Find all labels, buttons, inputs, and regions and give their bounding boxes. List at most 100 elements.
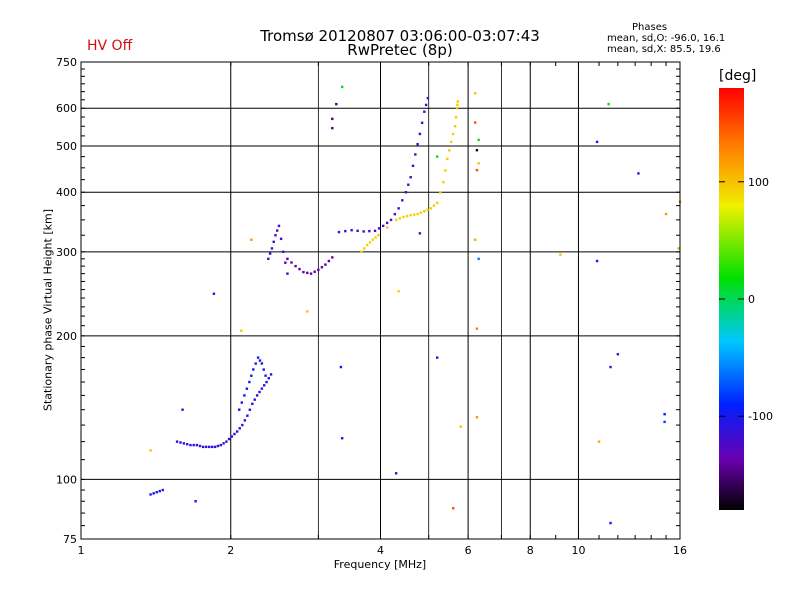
data-point: [385, 221, 389, 225]
data-point: [254, 362, 257, 365]
data-point: [453, 125, 457, 128]
data-point: [595, 140, 599, 144]
data-point: [409, 214, 412, 217]
data-point: [362, 230, 365, 233]
data-point: [290, 261, 293, 264]
data-point: [356, 229, 359, 233]
data-point: [240, 329, 243, 332]
data-point: [432, 204, 436, 207]
y-tick-label: 100: [56, 473, 77, 486]
data-point: [324, 263, 327, 266]
data-point: [371, 238, 375, 241]
data-point: [219, 443, 223, 447]
data-point: [225, 440, 228, 443]
data-point: [294, 264, 297, 268]
data-point: [268, 252, 272, 255]
x-tick-label: 10: [571, 544, 585, 557]
data-point: [363, 247, 366, 250]
data-point: [409, 176, 412, 179]
data-point: [450, 140, 453, 144]
data-point: [559, 253, 562, 256]
hv-status-label: HV Off: [87, 38, 133, 54]
data-point: [210, 445, 214, 449]
data-point: [286, 257, 289, 261]
colorbar-label: [deg]: [719, 68, 757, 84]
data-point: [368, 229, 371, 233]
data-point: [243, 394, 246, 397]
data-point: [256, 356, 260, 359]
y-tick-label: 300: [56, 246, 77, 259]
data-point: [238, 427, 241, 430]
data-point: [246, 414, 249, 417]
data-point: [456, 103, 459, 107]
data-point: [401, 199, 404, 202]
data-point: [477, 257, 480, 261]
data-point: [663, 412, 666, 416]
x-tick-label: 16: [673, 544, 687, 557]
data-point: [444, 169, 447, 172]
x-tick-label: 1: [78, 544, 85, 557]
data-point: [250, 238, 253, 241]
y-tick-label: 500: [56, 140, 77, 153]
data-point: [192, 443, 195, 447]
data-point: [250, 374, 253, 377]
data-point: [265, 380, 268, 384]
data-point: [475, 327, 479, 330]
data-point: [270, 247, 274, 250]
y-tick-label: 200: [56, 330, 77, 343]
phase-stats-o-mode: mean, sd,O: -96.0, 16.1: [607, 33, 726, 44]
data-point: [155, 491, 158, 494]
data-point: [252, 368, 255, 371]
data-point: [267, 257, 270, 261]
x-tick-label: 4: [377, 544, 384, 557]
data-point: [454, 116, 458, 119]
chart-title: Tromsø 20120807 03:06:00-03:07:43: [260, 27, 540, 45]
data-point: [175, 440, 179, 443]
data-point: [201, 445, 205, 449]
data-point: [459, 425, 462, 428]
data-point: [416, 212, 419, 216]
data-point: [331, 126, 334, 130]
data-point: [429, 207, 433, 210]
data-point: [373, 229, 377, 233]
data-point: [418, 132, 422, 136]
data-point: [451, 507, 455, 510]
data-point: [158, 489, 161, 493]
data-point: [609, 521, 612, 525]
x-tick-label: 8: [527, 544, 534, 557]
phase-stats-title: Phases: [632, 22, 668, 33]
data-point: [340, 85, 344, 89]
data-point: [368, 241, 372, 244]
data-point: [473, 238, 477, 241]
data-point: [397, 290, 400, 293]
data-point: [235, 430, 239, 433]
data-point: [213, 445, 217, 449]
data-point: [339, 365, 343, 369]
data-point: [386, 226, 389, 229]
data-point: [189, 443, 192, 447]
data-point: [258, 390, 261, 394]
data-point: [426, 208, 429, 211]
data-point: [397, 207, 400, 210]
x-axis-label: Frequency [MHz]: [333, 558, 427, 571]
data-point: [284, 261, 287, 264]
data-point: [238, 408, 241, 411]
data-point: [317, 268, 320, 272]
y-tick-label: 75: [63, 533, 77, 546]
data-point: [377, 227, 381, 230]
data-point: [227, 437, 231, 441]
y-tick-label: 750: [56, 56, 77, 69]
data-point: [455, 107, 459, 110]
data-point: [475, 416, 479, 419]
data-point: [253, 398, 256, 401]
data-point: [279, 237, 283, 241]
data-point: [204, 445, 208, 449]
data-point: [267, 377, 270, 380]
data-point: [243, 419, 247, 422]
data-point: [149, 493, 152, 496]
data-point: [277, 224, 281, 228]
data-point: [435, 155, 439, 158]
data-point: [419, 211, 423, 214]
data-point: [423, 110, 426, 113]
